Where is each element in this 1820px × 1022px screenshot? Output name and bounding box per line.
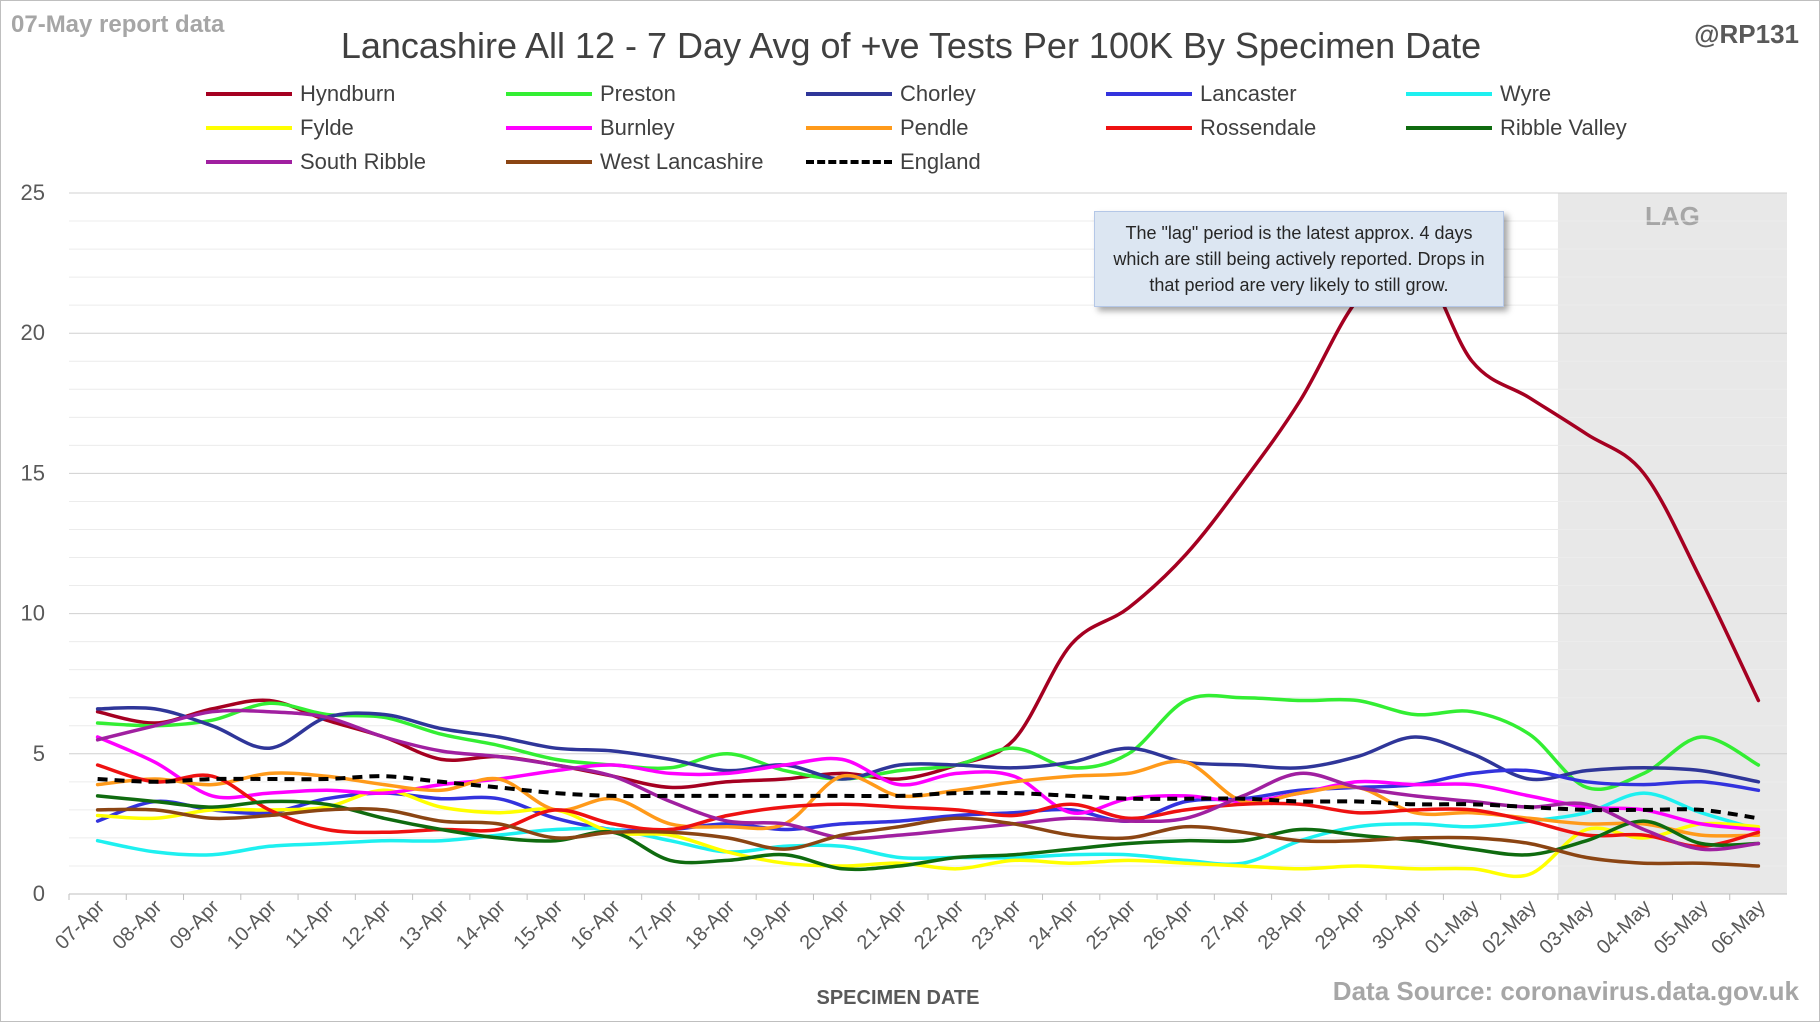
y-tick-label: 15 xyxy=(21,460,45,485)
x-tick-label: 08-Apr xyxy=(108,896,166,954)
series-line-wyre xyxy=(95,791,1761,867)
legend-item-pendle: Pendle xyxy=(806,113,969,143)
x-tick-label: 05-May xyxy=(1650,896,1713,959)
series-line-west-lancashire xyxy=(95,807,1761,868)
series-line-chorley xyxy=(95,705,1761,784)
legend-item-ribble-valley: Ribble Valley xyxy=(1406,113,1627,143)
legend-label: Rossendale xyxy=(1200,115,1317,140)
x-tick-label: 15-Apr xyxy=(509,896,567,954)
legend-swatch xyxy=(506,160,592,164)
lag-annotation: The "lag" period is the latest approx. 4… xyxy=(1094,211,1504,307)
legend-item-lancaster: Lancaster xyxy=(1106,79,1297,109)
legend-swatch xyxy=(1106,126,1192,130)
x-tick-label: 07-Apr xyxy=(51,896,109,954)
legend-swatch xyxy=(206,92,292,96)
lag-label: LAG xyxy=(1645,201,1700,231)
author-handle: @RP131 xyxy=(1694,19,1799,49)
x-tick-label: 10-Apr xyxy=(223,896,281,954)
x-tick-label: 18-Apr xyxy=(681,896,739,954)
legend-item-rossendale: Rossendale xyxy=(1106,113,1316,143)
legend-swatch xyxy=(1106,92,1192,96)
x-tick-label: 30-Apr xyxy=(1368,896,1426,954)
lag-region xyxy=(1557,193,1787,894)
series-line-fylde xyxy=(95,788,1761,879)
x-tick-label: 26-Apr xyxy=(1139,896,1197,954)
x-tick-label: 09-Apr xyxy=(166,896,224,954)
y-tick-label: 10 xyxy=(21,601,45,626)
legend-label: Pendle xyxy=(900,115,969,140)
y-tick-label: 25 xyxy=(21,180,45,205)
legend-label: Fylde xyxy=(300,115,354,140)
legend-item-chorley: Chorley xyxy=(806,79,976,109)
legend-item-fylde: Fylde xyxy=(206,113,354,143)
series-line-south-ribble xyxy=(95,708,1761,852)
legend-swatch xyxy=(506,126,592,130)
legend-swatch xyxy=(206,160,292,164)
x-tick-label: 17-Apr xyxy=(624,896,682,954)
x-tick-label: 04-May xyxy=(1593,896,1656,959)
x-axis-title: SPECIMEN DATE xyxy=(817,987,980,1009)
x-tick-label: 20-Apr xyxy=(796,896,854,954)
legend-item-burnley: Burnley xyxy=(506,113,675,143)
legend-label: West Lancashire xyxy=(600,149,764,174)
legend-label: England xyxy=(900,149,981,174)
x-tick-label: 27-Apr xyxy=(1196,896,1254,954)
series-line-rossendale xyxy=(95,763,1761,849)
legend-item-south-ribble: South Ribble xyxy=(206,147,426,177)
legend-label: Hyndburn xyxy=(300,81,396,106)
y-tick-label: 5 xyxy=(33,741,45,766)
report-date-note: 07-May report data xyxy=(11,11,225,38)
x-tick-label: 06-May xyxy=(1707,896,1770,959)
x-tick-label: 19-Apr xyxy=(738,896,796,954)
x-tick-label: 29-Apr xyxy=(1311,896,1369,954)
x-tick-label: 14-Apr xyxy=(452,896,510,954)
x-tick-label: 28-Apr xyxy=(1254,896,1312,954)
series-line-hyndburn xyxy=(95,253,1761,790)
legend-item-west-lancashire: West Lancashire xyxy=(506,147,763,177)
legend-item-wyre: Wyre xyxy=(1406,79,1551,109)
legend-swatch xyxy=(1406,92,1492,96)
legend-label: Preston xyxy=(600,81,676,106)
legend-swatch xyxy=(806,92,892,96)
legend-label: Lancaster xyxy=(1200,81,1297,106)
x-tick-label: 13-Apr xyxy=(395,896,453,954)
x-tick-label: 23-Apr xyxy=(967,896,1025,954)
legend-swatch xyxy=(206,126,292,130)
x-tick-label: 21-Apr xyxy=(853,896,911,954)
legend-swatch xyxy=(806,126,892,130)
legend-item-england: England xyxy=(806,147,981,177)
series-line-ribble-valley xyxy=(95,794,1761,872)
legend-label: Chorley xyxy=(900,81,976,106)
x-tick-label: 22-Apr xyxy=(910,896,968,954)
legend-swatch xyxy=(506,92,592,96)
x-tick-label: 12-Apr xyxy=(337,896,395,954)
legend-label: Wyre xyxy=(1500,81,1552,106)
x-tick-label: 24-Apr xyxy=(1025,896,1083,954)
y-tick-label: 0 xyxy=(33,881,45,906)
x-tick-label: 03-May xyxy=(1535,896,1598,959)
x-tick-label: 25-Apr xyxy=(1082,896,1140,954)
x-tick-label: 02-May xyxy=(1478,896,1541,959)
legend-item-preston: Preston xyxy=(506,79,676,109)
legend-item-hyndburn: Hyndburn xyxy=(206,79,395,109)
series-line-burnley xyxy=(95,735,1761,832)
series-line-england xyxy=(97,774,1759,821)
legend-label: Ribble Valley xyxy=(1500,115,1627,140)
chart-title: Lancashire All 12 - 7 Day Avg of +ve Tes… xyxy=(340,25,1482,66)
legend-swatch xyxy=(806,160,892,164)
x-tick-label: 16-Apr xyxy=(567,896,625,954)
y-tick-label: 20 xyxy=(21,320,45,345)
legend-swatch xyxy=(1406,126,1492,130)
x-tick-label: 01-May xyxy=(1421,896,1484,959)
legend-label: South Ribble xyxy=(300,149,426,174)
data-source: Data Source: coronavirus.data.gov.uk xyxy=(1332,976,1799,1006)
x-tick-label: 11-Apr xyxy=(281,896,338,953)
legend-label: Burnley xyxy=(600,115,675,140)
